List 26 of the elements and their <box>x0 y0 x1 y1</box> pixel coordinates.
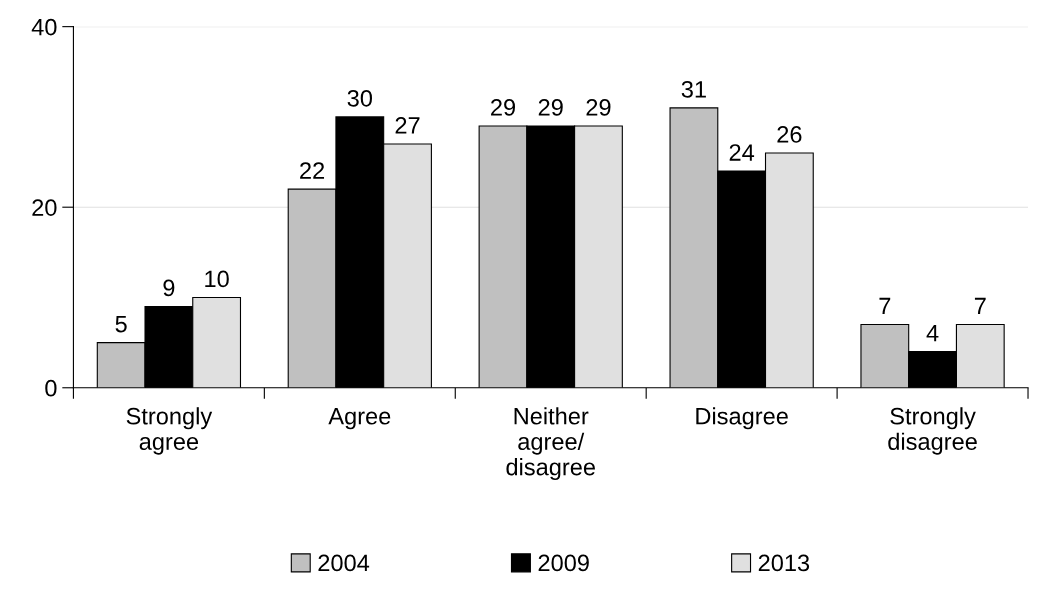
data-label: 27 <box>395 117 420 134</box>
y-tick-label: 40 <box>31 18 57 36</box>
legend-label: 2013 <box>758 554 810 572</box>
data-label: 24 <box>729 144 755 161</box>
data-label: 30 <box>347 89 373 107</box>
data-label: 10 <box>205 270 229 288</box>
x-tick-label: Strongly disagree <box>888 407 977 455</box>
y-tick-label: 0 <box>45 379 57 397</box>
y-tick-label: 20 <box>32 199 57 216</box>
data-label: 22 <box>300 162 325 179</box>
data-label: 29 <box>586 99 611 116</box>
x-tick-label: Disagree <box>696 407 788 430</box>
x-tick-label: Strongly agree <box>126 407 213 455</box>
data-label: 5 <box>115 315 127 333</box>
legend-label: 2004 <box>318 554 370 572</box>
x-tick-label: Neither agree/ disagree <box>506 407 595 481</box>
data-label: 29 <box>491 99 516 116</box>
data-label: 29 <box>538 99 563 116</box>
legend-label: 2009 <box>538 554 589 572</box>
data-label: 7 <box>879 297 891 315</box>
data-label: 31 <box>681 80 706 98</box>
data-label: 26 <box>777 126 802 143</box>
data-label: 4 <box>926 324 939 342</box>
data-label: 9 <box>163 279 175 297</box>
x-tick-label: Agree <box>328 408 391 430</box>
data-label: 7 <box>974 297 986 315</box>
